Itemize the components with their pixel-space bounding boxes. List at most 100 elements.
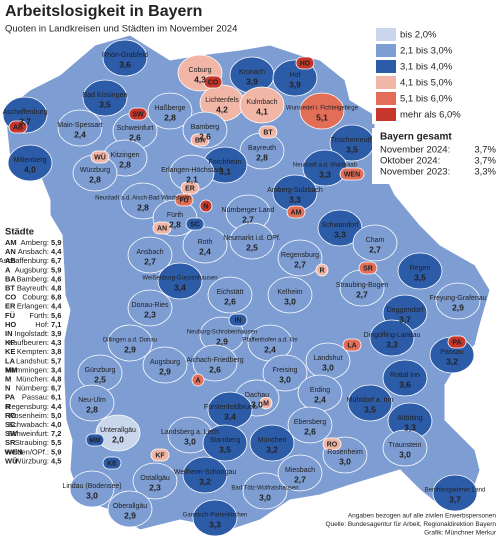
city-name: Memmingen:	[6, 365, 49, 374]
city-abbr: LA	[5, 356, 16, 365]
district-area	[7, 144, 53, 182]
district-name: Pfaffenhofen a.d. Ilm	[242, 338, 297, 344]
district-value: 3,4	[174, 282, 186, 292]
legend-label: 3,1 bis 4,0%	[400, 62, 453, 73]
district-name: Lindau (Bodensee)	[62, 483, 121, 490]
footer: Angaben bezogen auf alle zivilen Erwerbs…	[325, 513, 496, 537]
district-name: Neustadt a.d. Aisch-Bad Windsheim	[95, 196, 191, 202]
district-value: 2,4	[199, 246, 211, 256]
district-value: 4,0	[24, 164, 36, 174]
district-name: Rhön-Grabfeld	[102, 52, 148, 59]
city-marker-label: AB	[13, 124, 23, 131]
city-name: Augsburg:	[15, 265, 49, 274]
city-abbr: R	[5, 402, 11, 411]
district-value: 3,2	[199, 476, 211, 486]
city-marker	[286, 205, 306, 219]
city-name: Kaufbeuren:	[8, 338, 49, 347]
district-area	[182, 226, 228, 264]
legend-label: 2,1 bis 3,0%	[400, 46, 453, 57]
city-name: Regensburg:	[6, 402, 49, 411]
city-marker	[199, 199, 213, 213]
district-name: Neuburg-Schrobenhausen	[187, 330, 257, 336]
district-area	[147, 92, 193, 130]
district-area	[435, 282, 481, 320]
city-marker	[258, 125, 278, 139]
city-marker	[358, 261, 378, 275]
district-name: Oberallgäu	[113, 503, 147, 510]
district-name: Ansbach	[136, 249, 163, 256]
city-abbr: BT	[5, 283, 15, 292]
city-marker-label: AN	[157, 225, 167, 232]
city-value: 4,5	[51, 456, 61, 465]
district-name: Regensburg	[281, 252, 319, 259]
city-value: 4,8	[51, 283, 61, 292]
city-marker-label: BT	[263, 129, 273, 136]
district-name: München	[258, 437, 287, 444]
legend-label: mehr als 6,0%	[400, 110, 461, 121]
district-value: 2,4	[74, 129, 86, 139]
district-area	[382, 429, 428, 467]
city-abbr: SC	[5, 420, 16, 429]
city-abbr: ER	[5, 302, 16, 311]
city-name: Kempten:	[17, 347, 49, 356]
district-value: 4,3	[194, 74, 206, 84]
district-name: Cham	[366, 237, 385, 244]
district-area	[229, 222, 275, 260]
city-abbr: AM	[5, 238, 17, 247]
city-marker-label: SC	[190, 221, 200, 228]
city-abbr: SR	[5, 438, 16, 447]
district-area	[382, 359, 428, 397]
city-name: Nürnberg:	[16, 384, 49, 393]
legend-label: bis 2,0%	[400, 30, 437, 41]
district-name: Weißenburg-Gunzenhausen	[142, 276, 217, 282]
city-marker-label: RO	[327, 441, 338, 448]
district-value: 3,3	[386, 339, 398, 349]
city-value: 5,6	[51, 311, 61, 320]
city-marker-label: HO	[300, 60, 311, 67]
title: Arbeitslosigkeit in Bayern	[5, 3, 202, 20]
city-name: Coburg:	[22, 293, 49, 302]
district-area	[127, 289, 173, 327]
district-name: Coburg	[189, 67, 212, 74]
district-area	[57, 109, 103, 147]
city-marker-label: KF	[155, 452, 165, 459]
city-name: Passau:	[22, 393, 49, 402]
district-value: 2,7	[242, 214, 254, 224]
district-name: Kulmbach	[246, 99, 277, 106]
legend-swatch	[376, 92, 396, 105]
district-name: Ostallgäu	[140, 475, 170, 482]
district-name: Kronach	[239, 69, 265, 76]
district-name: Unterallgäu	[100, 427, 136, 434]
city-value: 6,7	[51, 256, 61, 265]
city-abbr: HO	[5, 320, 16, 329]
legend: bis 2,0% 2,1 bis 3,0% 3,1 bis 4,0% 4,1 bis …	[376, 28, 461, 121]
city-value: 4,6	[51, 274, 61, 283]
district-name: Würzburg	[80, 167, 110, 174]
district-value: 2,6	[129, 132, 141, 142]
city-abbr: IN	[5, 329, 13, 338]
district-name: Bayreuth	[248, 145, 276, 152]
district-value: 3,0	[184, 436, 196, 446]
district-value: 2,7	[294, 259, 306, 269]
district-name: Straubing-Bogen	[336, 282, 389, 289]
city-value: 7,1	[51, 320, 61, 329]
city-name: Rosenheim:	[9, 411, 49, 420]
cities-table: AM Amberg: 5,9AN Ansbach: 4,4ABAschaffenburg…	[0, 238, 62, 465]
district-area	[192, 499, 238, 537]
city-abbr: A	[5, 265, 11, 274]
district-value: 2,7	[294, 474, 306, 484]
city-marker	[315, 263, 329, 277]
city-value: 3,4	[51, 365, 62, 374]
total-value: 3,3%	[474, 167, 496, 178]
legend-swatch	[376, 28, 396, 41]
district-name: Freyung-Grafenau	[429, 295, 486, 302]
district-name: Donau-Ries	[132, 302, 169, 309]
legend-swatch	[376, 44, 396, 57]
legend-swatch	[376, 108, 396, 121]
district-area	[107, 490, 153, 528]
district-area	[120, 182, 166, 220]
district-name: Kitzingen	[111, 152, 140, 159]
city-name: Bayreuth:	[17, 283, 49, 292]
city-abbr: PA	[5, 393, 15, 402]
